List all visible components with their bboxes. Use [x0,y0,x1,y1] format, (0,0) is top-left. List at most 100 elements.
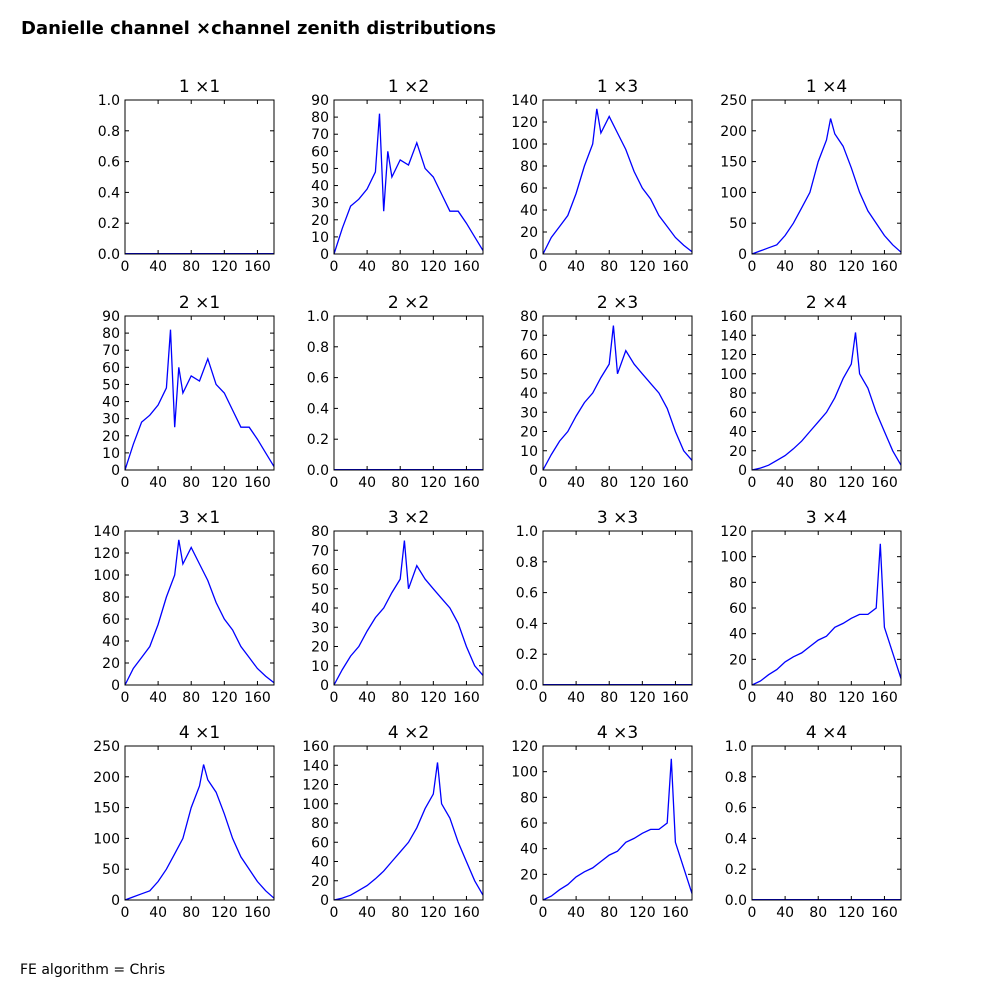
y-tick-label: 100 [93,568,120,584]
x-tick-label: 80 [182,475,200,491]
series-line [751,118,902,255]
x-tick-label: 80 [809,690,827,706]
x-tick-label: 120 [420,259,447,275]
y-tick-label: 120 [511,739,538,755]
x-tick-label: 40 [149,690,167,706]
y-tick-label: 0.8 [98,124,120,140]
x-tick-label: 120 [211,690,238,706]
x-tick-label: 160 [453,690,480,706]
x-tick-label: 160 [662,690,689,706]
y-tick-label: 40 [102,634,120,650]
y-tick-label: 70 [520,328,538,344]
y-tick-label: 80 [729,575,747,591]
axes-frame [333,745,484,901]
y-tick-label: 50 [311,161,329,177]
axes-frame [542,315,693,471]
x-tick-label: 80 [600,905,618,921]
y-tick-label: 0.6 [516,586,538,602]
y-tick-label: 0.6 [307,371,329,387]
axes-frame [124,315,275,471]
x-tick-label: 0 [121,690,130,706]
y-tick-label: 0 [111,463,120,479]
y-tick-label: 40 [311,855,329,871]
series-line [542,758,693,901]
x-tick-label: 80 [809,259,827,275]
x-tick-label: 160 [453,259,480,275]
subplot-title: 1 ×3 [597,77,638,97]
y-tick-label: 250 [93,739,120,755]
y-tick-label: 250 [720,93,747,109]
y-tick-label: 20 [311,874,329,890]
x-tick-label: 160 [871,259,898,275]
y-tick-label: 120 [720,524,747,540]
subplot-title: 1 ×2 [388,77,429,97]
subplot-title: 3 ×2 [388,508,429,528]
x-tick-label: 40 [776,690,794,706]
axes-frame [751,530,902,686]
series-line [124,764,275,901]
x-tick-label: 80 [391,690,409,706]
y-tick-label: 20 [102,656,120,672]
y-tick-label: 30 [311,196,329,212]
x-tick-label: 40 [567,475,585,491]
y-tick-label: 60 [311,835,329,851]
y-tick-label: 0 [320,678,329,694]
y-tick-label: 20 [729,444,747,460]
y-tick-label: 60 [520,816,538,832]
y-tick-label: 160 [302,739,329,755]
x-tick-label: 80 [600,690,618,706]
y-tick-label: 100 [511,765,538,781]
y-tick-label: 20 [520,225,538,241]
y-tick-label: 0 [738,678,747,694]
subplot-3-4: 3 ×4 0 40 80 120 160 0 20 40 60 80 100 120 [720,508,902,706]
x-tick-label: 80 [391,259,409,275]
y-tick-label: 10 [520,444,538,460]
x-tick-label: 120 [420,690,447,706]
y-tick-label: 60 [311,563,329,579]
series-line [542,108,693,255]
y-tick-label: 0 [738,247,747,263]
y-tick-label: 50 [102,862,120,878]
y-tick-label: 0.0 [307,463,329,479]
y-tick-label: 0 [111,893,120,909]
y-tick-label: 80 [729,386,747,402]
series-line [124,539,275,686]
x-tick-label: 160 [244,259,271,275]
axes-frame [751,315,902,471]
y-tick-label: 50 [520,367,538,383]
subplot-title: 2 ×3 [597,293,638,313]
y-tick-label: 0.2 [516,647,538,663]
y-tick-label: 120 [93,546,120,562]
y-tick-label: 1.0 [307,309,329,325]
subplot-title: 3 ×1 [179,508,220,528]
x-tick-label: 80 [809,475,827,491]
y-tick-label: 20 [102,429,120,445]
subplot-2-2: 2 ×2 0 40 80 120 160 0.0 0.2 0.4 0.6 0.8 1.0 [307,293,484,491]
x-tick-label: 0 [539,475,548,491]
x-tick-label: 0 [330,690,339,706]
subplot-3-3: 3 ×3 0 40 80 120 160 0.0 0.2 0.4 0.6 0.8 1.0 [516,508,693,706]
x-tick-label: 160 [453,905,480,921]
y-tick-label: 30 [520,405,538,421]
axes-frame [542,745,693,901]
subplot-title: 2 ×1 [179,293,220,313]
y-tick-label: 0.8 [307,340,329,356]
y-tick-label: 0.4 [725,831,747,847]
series-line [333,113,484,255]
y-tick-label: 30 [102,412,120,428]
y-tick-label: 30 [311,620,329,636]
x-tick-label: 0 [330,259,339,275]
y-tick-label: 60 [729,601,747,617]
y-tick-label: 60 [102,360,120,376]
y-tick-label: 20 [520,425,538,441]
y-tick-label: 0 [320,247,329,263]
x-tick-label: 120 [420,475,447,491]
y-tick-label: 80 [102,590,120,606]
x-tick-label: 0 [539,259,548,275]
x-tick-label: 40 [567,259,585,275]
y-tick-label: 0.6 [725,801,747,817]
y-tick-label: 150 [93,801,120,817]
y-tick-label: 0.4 [516,616,538,632]
